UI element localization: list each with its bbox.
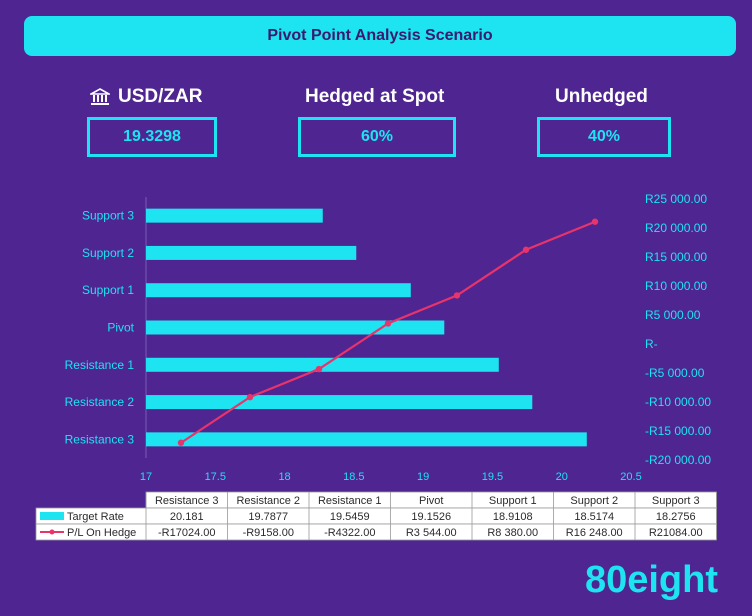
y2-tick-label: -R5 000.00 bbox=[645, 366, 705, 380]
pl-point-3 bbox=[384, 320, 392, 327]
table-header-cell: Support 1 bbox=[489, 495, 537, 507]
pl-point-0 bbox=[177, 439, 185, 446]
kpi-label-hedged: Hedged at Spot bbox=[305, 86, 444, 108]
category-label: Support 2 bbox=[82, 246, 134, 260]
kpi-label-text: Unhedged bbox=[555, 86, 648, 107]
chart-title: Pivot Point Analysis Scenario bbox=[267, 27, 493, 44]
table-header-cell: Pivot bbox=[419, 495, 443, 507]
category-label: Support 3 bbox=[82, 209, 134, 223]
legend-key-pl-marker bbox=[49, 529, 55, 535]
table-value-cell: R3 544.00 bbox=[406, 527, 457, 539]
x-tick-label: 18 bbox=[278, 471, 290, 483]
kpi-label-unhedged: Unhedged bbox=[555, 86, 648, 108]
table-value-cell: R21084.00 bbox=[649, 527, 703, 539]
y2-tick-label: -R15 000.00 bbox=[645, 424, 711, 438]
kpi-label-text: Hedged at Spot bbox=[305, 86, 445, 107]
table-value-cell: R16 248.00 bbox=[566, 527, 623, 539]
bar-0 bbox=[146, 432, 587, 447]
table-value-cell: 18.9108 bbox=[493, 511, 533, 523]
table-header-cell: Support 3 bbox=[652, 495, 700, 507]
bank-icon bbox=[90, 88, 110, 105]
y2-tick-label: R20 000.00 bbox=[645, 221, 707, 235]
bar-5 bbox=[146, 245, 357, 260]
table-header-cell: Support 2 bbox=[570, 495, 618, 507]
table-value-cell: -R4322.00 bbox=[324, 527, 375, 539]
kpi-value-hedged: 60% bbox=[298, 117, 456, 157]
x-tick-label: 20 bbox=[556, 471, 568, 483]
table-header-cell: Resistance 1 bbox=[318, 495, 382, 507]
bar-2 bbox=[146, 357, 499, 372]
pl-point-5 bbox=[522, 246, 530, 253]
table-header-cell: Resistance 2 bbox=[236, 495, 300, 507]
table-series-name: P/L On Hedge bbox=[67, 527, 136, 539]
table-value-cell: 20.181 bbox=[170, 511, 204, 523]
x-tick-label: 18.5 bbox=[343, 471, 364, 483]
kpi-label-usdzar: USD/ZAR bbox=[90, 86, 202, 108]
category-label: Support 1 bbox=[82, 283, 134, 297]
x-tick-label: 19 bbox=[417, 471, 429, 483]
table-value-cell: 19.7877 bbox=[248, 511, 288, 523]
pl-point-6 bbox=[591, 218, 599, 225]
brand-logo: 80eight bbox=[585, 559, 718, 602]
table-value-cell: R8 380.00 bbox=[487, 527, 538, 539]
table-value-cell: 18.5174 bbox=[574, 511, 614, 523]
category-label: Resistance 1 bbox=[65, 358, 135, 372]
y2-tick-label: R5 000.00 bbox=[645, 308, 701, 322]
y2-tick-label: R10 000.00 bbox=[645, 279, 707, 293]
table-value-cell: 18.2756 bbox=[656, 511, 696, 523]
table-series-name: Target Rate bbox=[67, 511, 124, 523]
pl-point-1 bbox=[246, 393, 254, 401]
bar-3 bbox=[146, 320, 445, 335]
kpi-value-usdzar: 19.3298 bbox=[87, 117, 217, 157]
bar-4 bbox=[146, 283, 411, 298]
legend-key-target-rate bbox=[40, 512, 64, 520]
pl-point-2 bbox=[315, 365, 323, 373]
y2-tick-label: -R10 000.00 bbox=[645, 395, 711, 409]
table-value-cell: 19.1526 bbox=[411, 511, 451, 523]
table-value-cell: -R9158.00 bbox=[243, 527, 294, 539]
table-header-cell: Resistance 3 bbox=[155, 495, 219, 507]
logo-text: 80eight bbox=[584, 559, 718, 601]
table-value-cell: 19.5459 bbox=[330, 511, 370, 523]
pivot-chart: Resistance 3 Resistance 2 Resistance 1 Pivo… bbox=[35, 192, 717, 541]
title-banner: Pivot Point Analysis Scenario bbox=[24, 16, 736, 56]
category-label: Pivot bbox=[107, 321, 134, 335]
y2-tick-label: R- bbox=[645, 337, 658, 351]
category-label: Resistance 3 bbox=[65, 432, 135, 446]
kpi-label-text: USD/ZAR bbox=[118, 86, 203, 107]
bar-6 bbox=[146, 208, 323, 223]
kpi-value-text: 40% bbox=[587, 128, 621, 145]
x-tick-label: 19.5 bbox=[482, 471, 503, 483]
table-value-cell: -R17024.00 bbox=[158, 527, 216, 539]
category-label: Resistance 2 bbox=[65, 395, 135, 409]
y2-tick-label: -R20 000.00 bbox=[645, 453, 711, 467]
bar-1 bbox=[146, 395, 533, 410]
kpi-value-text: 60% bbox=[360, 128, 394, 145]
x-tick-label: 17 bbox=[140, 471, 152, 483]
kpi-value-text: 19.3298 bbox=[123, 128, 181, 145]
x-tick-label: 20.5 bbox=[620, 471, 641, 483]
table-row bbox=[35, 507, 717, 525]
pl-point-4 bbox=[453, 292, 461, 299]
y2-tick-label: R25 000.00 bbox=[645, 192, 707, 206]
x-tick-label: 17.5 bbox=[205, 471, 226, 483]
kpi-value-unhedged: 40% bbox=[537, 117, 671, 157]
y2-tick-label: R15 000.00 bbox=[645, 250, 707, 264]
